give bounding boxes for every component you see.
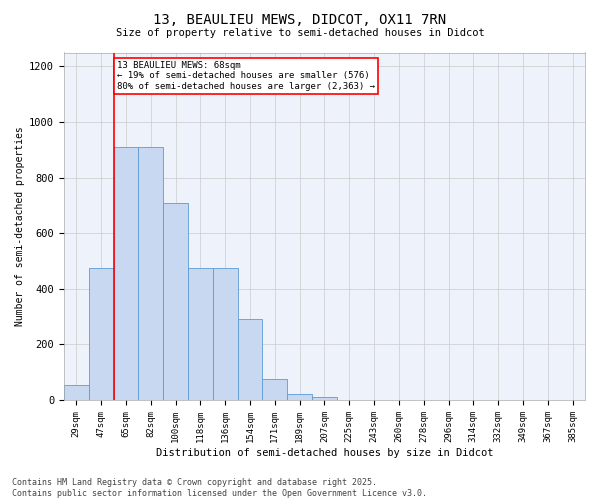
Bar (262, 379, 287, 400)
Y-axis label: Number of semi-detached properties: Number of semi-detached properties (15, 126, 25, 326)
Bar (113, 147, 139, 400)
Bar (163, 202, 188, 400)
Bar (312, 397, 337, 400)
Bar (287, 394, 312, 400)
Text: 13, BEAULIEU MEWS, DIDCOT, OX11 7RN: 13, BEAULIEU MEWS, DIDCOT, OX11 7RN (154, 12, 446, 26)
Bar (64, 384, 89, 400)
Text: Size of property relative to semi-detached houses in Didcot: Size of property relative to semi-detach… (116, 28, 484, 38)
Bar (188, 268, 213, 400)
X-axis label: Distribution of semi-detached houses by size in Didcot: Distribution of semi-detached houses by … (155, 448, 493, 458)
Bar (139, 147, 163, 400)
Text: 13 BEAULIEU MEWS: 68sqm
← 19% of semi-detached houses are smaller (576)
80% of s: 13 BEAULIEU MEWS: 68sqm ← 19% of semi-de… (117, 61, 375, 90)
Bar (213, 268, 238, 400)
Bar (89, 268, 113, 400)
Text: Contains HM Land Registry data © Crown copyright and database right 2025.
Contai: Contains HM Land Registry data © Crown c… (12, 478, 427, 498)
Bar (238, 320, 262, 400)
